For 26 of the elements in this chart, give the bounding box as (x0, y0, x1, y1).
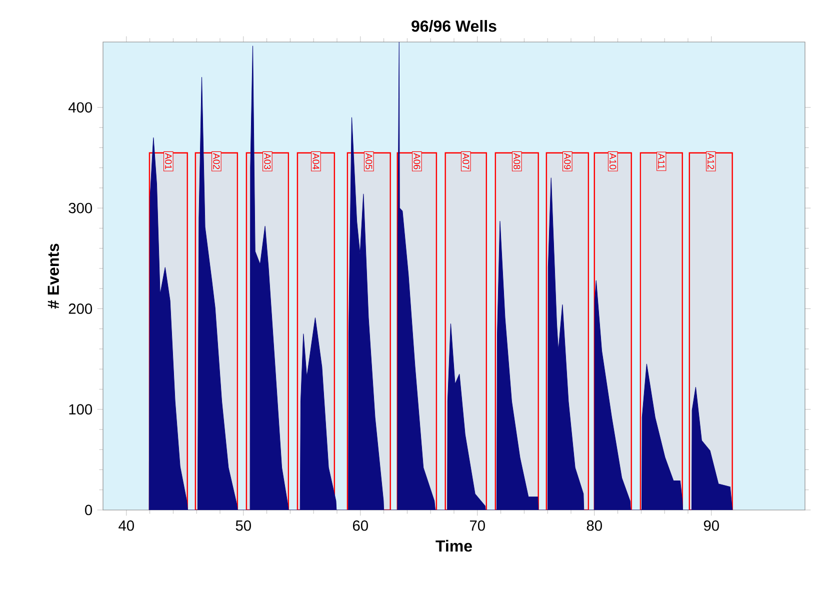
y-tick-label: 400 (68, 102, 92, 113)
band-label: A10 (610, 153, 616, 170)
y-tick-label: 200 (68, 304, 92, 314)
x-tick-label: 70 (470, 520, 485, 531)
band-label: A09 (564, 153, 571, 170)
y-axis-title: # Events (48, 244, 59, 309)
band-label: A01 (165, 153, 172, 170)
band-label: A05 (366, 153, 372, 170)
x-tick-label: 40 (118, 520, 134, 531)
band-label: A04 (312, 153, 320, 170)
x-tick-label: 80 (586, 520, 602, 531)
band-label: A03 (264, 153, 271, 170)
band-label: A11 (658, 153, 665, 169)
band-label: A07 (462, 153, 470, 170)
y-tick-label: 100 (69, 404, 92, 415)
y-tick-label: 300 (68, 202, 92, 214)
band-label: A02 (213, 153, 220, 170)
x-axis-title: Time (436, 540, 472, 552)
y-tick-label: 0 (85, 504, 92, 516)
band-label: A06 (414, 153, 420, 170)
chart-title: 96/96 Wells (412, 20, 496, 32)
x-tick-label: 90 (704, 520, 719, 531)
band-label: A08 (514, 153, 520, 170)
band-label: A12 (708, 153, 714, 170)
x-tick-label: 60 (352, 520, 368, 531)
x-tick-label: 50 (236, 520, 251, 531)
